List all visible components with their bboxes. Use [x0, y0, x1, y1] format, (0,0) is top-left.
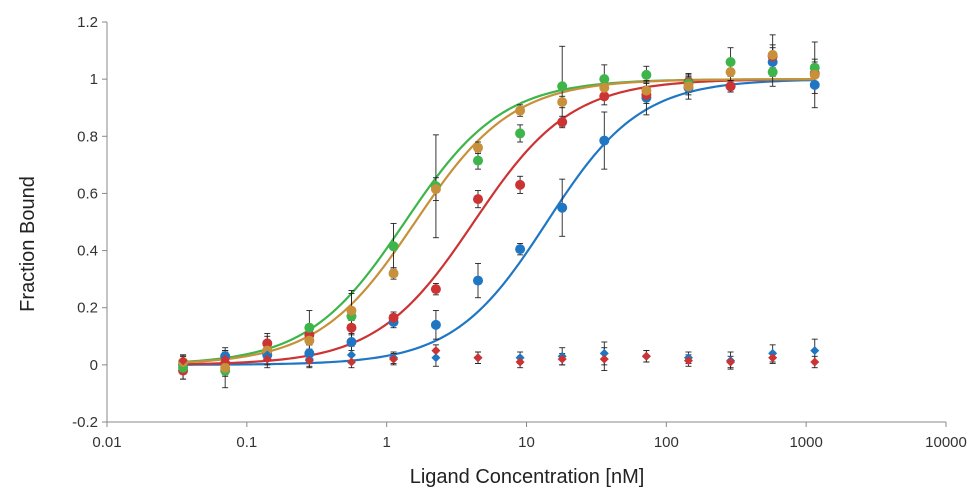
x-tick-label: 1 [382, 434, 390, 451]
x-axis-title: Ligand Concentration [nM] [410, 466, 645, 488]
data-point [304, 348, 315, 359]
data-point [767, 67, 778, 77]
data-point [346, 305, 357, 316]
data-point [430, 319, 441, 330]
data-point [641, 69, 652, 80]
data-point [473, 142, 484, 153]
data-point [725, 67, 736, 77]
data-point [304, 335, 315, 346]
data-point-diamond [431, 346, 441, 356]
y-tick-label: 0.4 [77, 243, 98, 260]
data-point [557, 117, 568, 127]
data-point [599, 82, 610, 93]
data-point [304, 322, 315, 333]
x-tick-label: 0.1 [236, 434, 257, 451]
data-point [388, 268, 399, 279]
x-tick-label: 10 [518, 434, 535, 451]
data-point [262, 338, 273, 349]
y-tick-label: 1.2 [77, 14, 98, 31]
data-point [683, 81, 694, 92]
data-point-diamond [641, 351, 651, 361]
data-point-diamond [178, 356, 188, 366]
data-point-diamond [220, 354, 230, 364]
data-point-diamond [599, 354, 609, 364]
data-point [725, 81, 736, 92]
data-point-diamond [262, 354, 272, 364]
y-tick-label: 0.2 [77, 300, 98, 317]
data-point-diamond [810, 346, 820, 356]
x-tick-label: 100 [654, 434, 679, 451]
data-point-diamond [768, 353, 778, 363]
data-point-diamond [431, 353, 441, 363]
y-axis-title: Fraction Bound [17, 176, 39, 312]
data-point [809, 69, 820, 80]
data-point [473, 194, 484, 205]
data-point [557, 81, 568, 92]
data-point [599, 135, 610, 146]
data-point-diamond [599, 348, 609, 358]
data-point [346, 337, 357, 347]
data-point-diamond [346, 357, 356, 367]
data-point [515, 244, 526, 255]
data-point [430, 184, 441, 195]
data-point-diamond [304, 356, 314, 366]
fit-curves [183, 78, 815, 366]
fit-curve-0 [183, 78, 815, 366]
x-tick-label: 10000 [925, 434, 967, 451]
data-point [557, 202, 568, 213]
y-tick-label: 0.8 [77, 128, 98, 145]
data-point [430, 284, 441, 295]
data-point-diamond [557, 354, 567, 364]
data-point-diamond [346, 350, 356, 360]
y-tick-label: -0.2 [72, 414, 98, 431]
data-point-diamond [726, 357, 736, 367]
data-point [599, 74, 610, 85]
data-point [767, 49, 778, 60]
data-point [473, 155, 484, 166]
data-point [641, 85, 652, 96]
data-point [809, 79, 820, 90]
y-tick-label: 0 [90, 357, 98, 374]
data-point [725, 57, 736, 67]
data-point [557, 97, 568, 107]
fit-curve-1 [183, 78, 815, 366]
error-bars [180, 34, 818, 389]
data-point [346, 322, 357, 333]
x-tick-label: 0.01 [92, 434, 121, 451]
fit-curve-3 [183, 78, 815, 364]
data-point [809, 62, 820, 73]
data-points [178, 49, 820, 376]
data-point-diamond [810, 357, 820, 367]
data-point-diamond [515, 357, 525, 367]
y-tick-label: 0.6 [77, 185, 98, 202]
x-tick-label: 1000 [789, 434, 822, 451]
data-point [515, 128, 526, 139]
data-point [599, 91, 610, 102]
y-tick-label: 1 [90, 71, 98, 88]
data-point-diamond [389, 354, 399, 364]
data-point-diamond [473, 353, 483, 363]
data-point [473, 275, 484, 286]
data-point [388, 312, 399, 323]
axes: -0.2 0 0.2 0.4 0.6 0.8 1 1.2 0.01 0.1 1 10 100 1000 10… [72, 14, 967, 451]
data-point [220, 362, 231, 373]
data-point [388, 241, 399, 252]
data-point-diamond [683, 356, 693, 366]
data-point [515, 179, 526, 190]
data-point [515, 105, 526, 116]
